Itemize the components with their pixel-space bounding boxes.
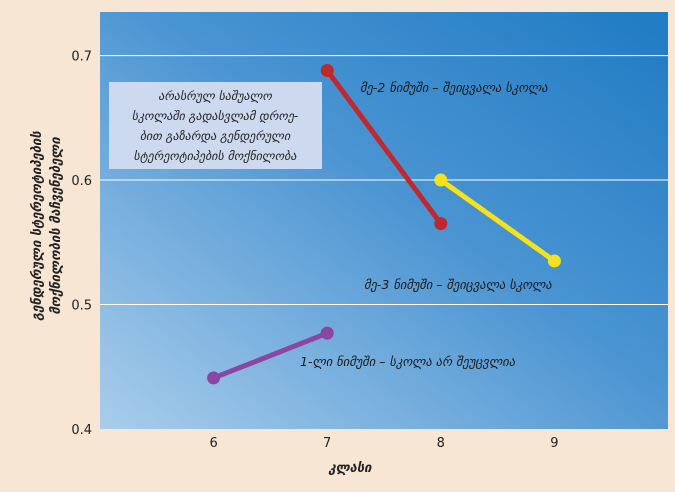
data-series bbox=[207, 64, 561, 385]
series-line-2 bbox=[324, 68, 444, 227]
y-axis-title-line: გენდერული სტერეოტიპების bbox=[30, 131, 45, 321]
x-tick-label: 9 bbox=[550, 436, 558, 451]
data-point bbox=[547, 254, 561, 268]
x-tick-label: 6 bbox=[209, 436, 217, 451]
x-axis-title: კლასი bbox=[327, 461, 372, 476]
data-point bbox=[207, 371, 221, 385]
data-point bbox=[320, 326, 334, 340]
series-label-sample-2: მე-2 ნიმუში – შეიცვალა სკოლა bbox=[360, 80, 548, 95]
y-tick-label: 0.4 bbox=[71, 423, 92, 438]
annotation-box: არასრულ საშუალო სკოლაში გადასვლამ დროე- … bbox=[109, 82, 322, 169]
tick-labels: 0.4 0.5 0.6 0.7 6 7 8 9 bbox=[71, 50, 558, 451]
annotation-line: არასრულ საშუალო bbox=[158, 89, 273, 103]
y-axis-title: გენდერული სტერეოტიპების მოქნილობის მაჩვე… bbox=[30, 131, 64, 321]
annotation-box-background bbox=[109, 82, 322, 169]
plot-area bbox=[100, 12, 668, 429]
x-tick-label: 8 bbox=[437, 436, 445, 451]
data-point bbox=[434, 173, 448, 187]
series-line-1 bbox=[211, 330, 330, 381]
data-point bbox=[434, 217, 448, 231]
y-tick-label: 0.7 bbox=[71, 50, 92, 65]
grid-lines bbox=[100, 55, 668, 306]
series-line-3 bbox=[438, 177, 557, 264]
annotation-line: სკოლაში გადასვლამ დროე- bbox=[132, 109, 299, 123]
annotation-line: ბით გაზარდა გენდერული bbox=[140, 129, 291, 143]
series-label-sample-3: მე-3 ნიმუში – შეიცვალა სკოლა bbox=[364, 277, 552, 292]
series-label-sample-1: 1-ლი ნიმუში – სკოლა არ შეუცვლია bbox=[300, 354, 516, 369]
annotation-line: სტერეოტიპების მოქნილობა bbox=[134, 149, 298, 163]
y-tick-label: 0.6 bbox=[71, 174, 92, 189]
y-axis-title-line: მოქნილობის მაჩვენებელი bbox=[49, 137, 64, 315]
data-point bbox=[320, 64, 334, 78]
y-tick-label: 0.5 bbox=[71, 299, 92, 314]
x-tick-label: 7 bbox=[323, 436, 331, 451]
